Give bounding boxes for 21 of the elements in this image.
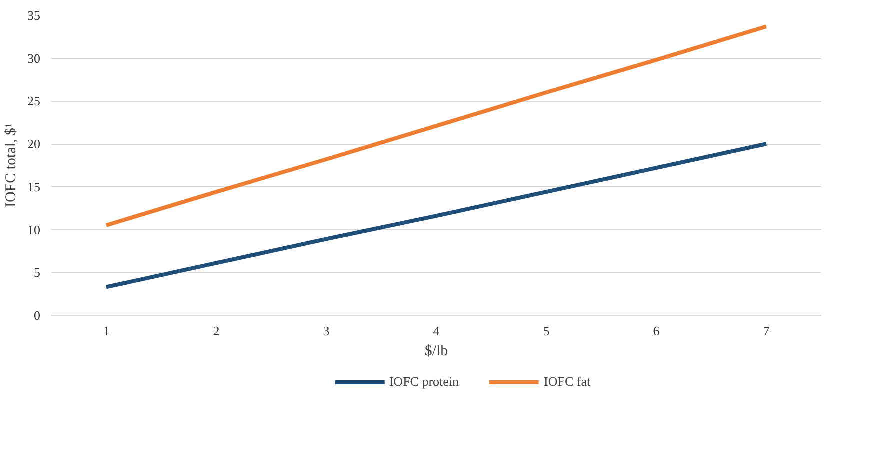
y-tick-label: 35	[28, 8, 40, 23]
x-axis-title: $/lb	[424, 344, 448, 360]
y-tick-label: 30	[28, 50, 40, 66]
y-tick-label: 5	[34, 265, 40, 280]
legend-label: IOFC fat	[544, 374, 591, 390]
x-tick-label: 6	[653, 324, 660, 338]
line-series	[104, 24, 768, 228]
x-tick-label: 2	[213, 324, 220, 338]
y-tick-label: 15	[28, 179, 40, 194]
legend-label: IOFC protein	[389, 374, 460, 390]
y-tick-label: 20	[28, 136, 40, 152]
line-series	[104, 142, 768, 290]
x-tick-label: 1	[103, 324, 110, 338]
y-tick-label: 25	[28, 94, 40, 109]
x-tick-label: 4	[433, 324, 440, 338]
y-tick-label: 0	[34, 308, 40, 323]
x-tick-label: 5	[543, 324, 550, 338]
y-axis-title: IOFC total, $¹	[4, 123, 20, 208]
x-tick-label: 3	[323, 324, 330, 338]
x-tick-label: 7	[763, 324, 770, 338]
y-tick-label: 10	[28, 222, 40, 238]
